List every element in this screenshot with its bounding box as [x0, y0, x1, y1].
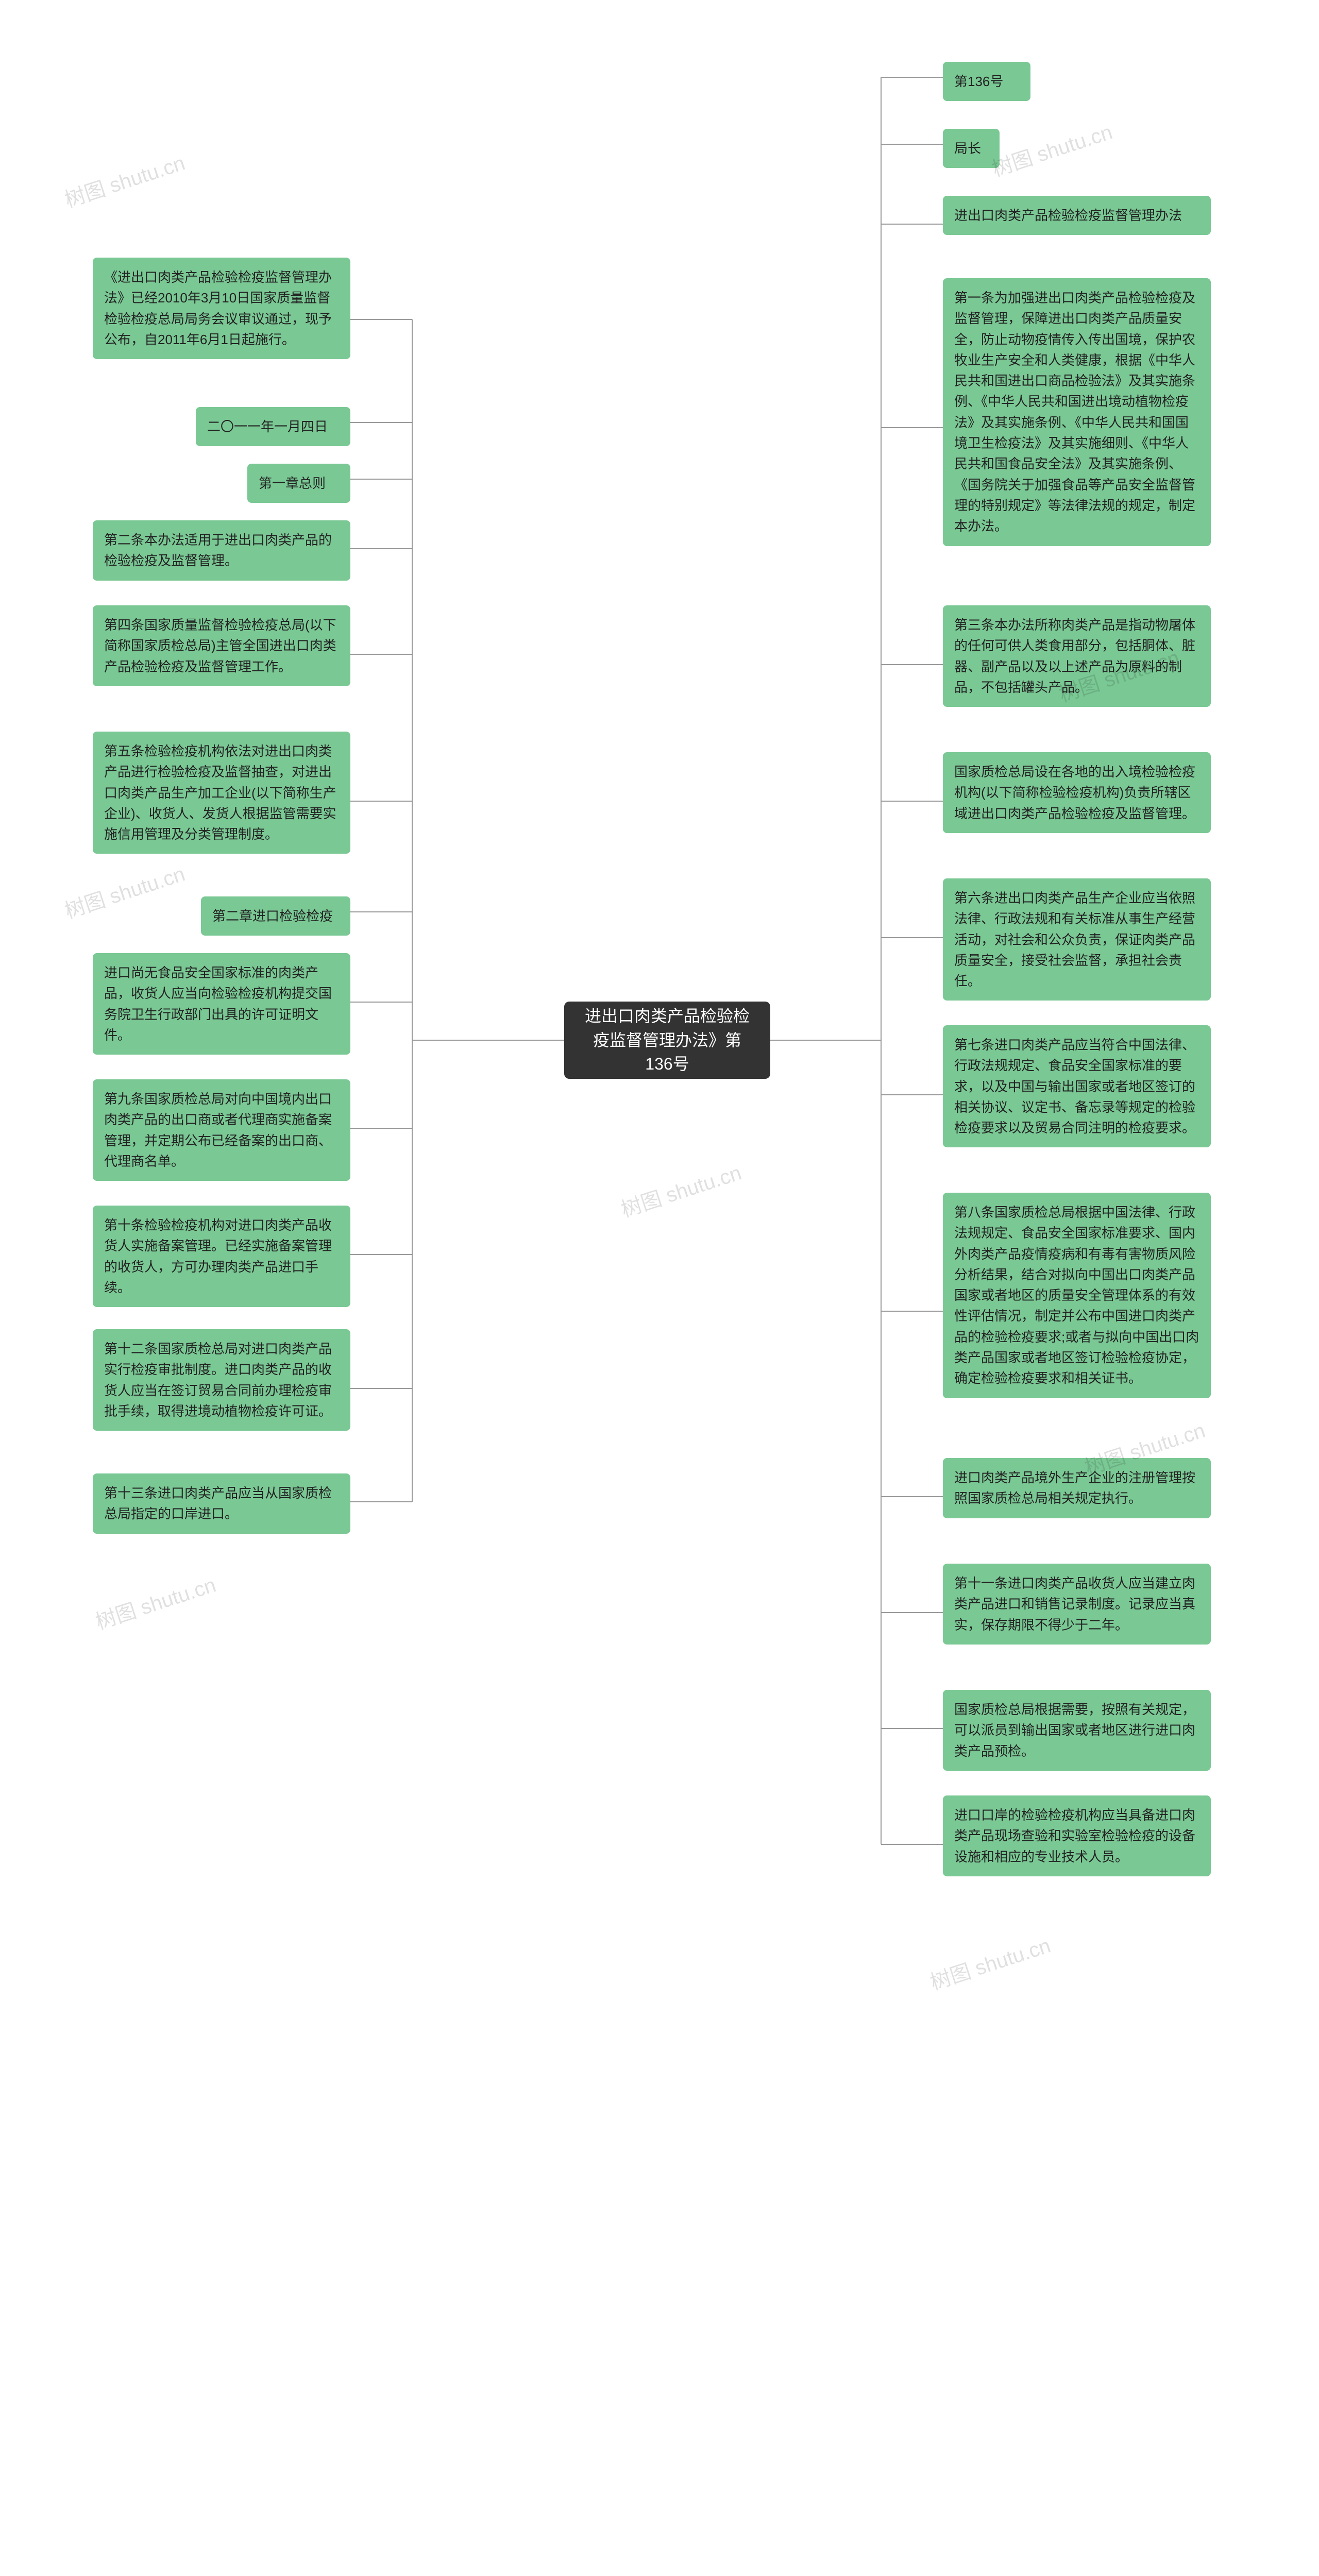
right-node-3: 第一条为加强进出口肉类产品检验检疫及监督管理，保障进出口肉类产品质量安全，防止动…: [943, 278, 1211, 546]
node-text: 第十一条进口肉类产品收货人应当建立肉类产品进口和销售记录制度。记录应当真实，保存…: [954, 1575, 1195, 1633]
node-text: 第七条进口肉类产品应当符合中国法律、行政法规规定、食品安全国家标准的要求，以及中…: [954, 1037, 1195, 1136]
node-text: 第六条进出口肉类产品生产企业应当依照法律、行政法规和有关标准从事生产经营活动，对…: [954, 890, 1195, 989]
left-node-1: 二〇一一年一月四日: [196, 407, 350, 446]
node-text: 第一章总则: [259, 476, 326, 491]
node-text: 《进出口肉类产品检验检疫监督管理办法》已经2010年3月10日国家质量监督检验检…: [104, 269, 332, 347]
left-node-8: 第九条国家质检总局对向中国境内出口肉类产品的出口商或者代理商实施备案管理，并定期…: [93, 1079, 350, 1181]
node-text: 第一条为加强进出口肉类产品检验检疫及监督管理，保障进出口肉类产品质量安全，防止动…: [954, 290, 1195, 534]
node-text: 进口肉类产品境外生产企业的注册管理按照国家质检总局相关规定执行。: [954, 1470, 1195, 1506]
left-node-9: 第十条检验检疫机构对进口肉类产品收货人实施备案管理。已经实施备案管理的收货人，方…: [93, 1206, 350, 1307]
right-node-2: 进出口肉类产品检验检疫监督管理办法: [943, 196, 1211, 235]
right-node-6: 第六条进出口肉类产品生产企业应当依照法律、行政法规和有关标准从事生产经营活动，对…: [943, 878, 1211, 1001]
right-node-5: 国家质检总局设在各地的出入境检验检疫机构(以下简称检验检疫机构)负责所辖区域进出…: [943, 752, 1211, 833]
node-text: 第十条检验检疫机构对进口肉类产品收货人实施备案管理。已经实施备案管理的收货人，方…: [104, 1217, 332, 1295]
node-text: 进出口肉类产品检验检疫监督管理办法: [954, 208, 1182, 223]
watermark: 树图 shutu.cn: [988, 115, 1115, 182]
right-node-9: 进口肉类产品境外生产企业的注册管理按照国家质检总局相关规定执行。: [943, 1458, 1211, 1518]
left-node-5: 第五条检验检疫机构依法对进出口肉类产品进行检验检疫及监督抽查，对进出口肉类产品生…: [93, 732, 350, 854]
left-node-7: 进口尚无食品安全国家标准的肉类产品，收货人应当向检验检疫机构提交国务院卫生行政部…: [93, 953, 350, 1055]
node-text: 进口口岸的检验检疫机构应当具备进口肉类产品现场查验和实验室检验检疫的设备设施和相…: [954, 1807, 1195, 1865]
node-text: 第136号: [954, 74, 1003, 89]
node-text: 第九条国家质检总局对向中国境内出口肉类产品的出口商或者代理商实施备案管理，并定期…: [104, 1091, 332, 1169]
right-node-12: 进口口岸的检验检疫机构应当具备进口肉类产品现场查验和实验室检验检疫的设备设施和相…: [943, 1795, 1211, 1876]
node-text: 局长: [954, 141, 981, 156]
left-node-11: 第十三条进口肉类产品应当从国家质检总局指定的口岸进口。: [93, 1473, 350, 1534]
right-node-8: 第八条国家质检总局根据中国法律、行政法规规定、食品安全国家标准要求、国内外肉类产…: [943, 1193, 1211, 1398]
node-text: 国家质检总局根据需要，按照有关规定，可以派员到输出国家或者地区进行进口肉类产品预…: [954, 1702, 1195, 1759]
left-node-2: 第一章总则: [247, 464, 350, 503]
node-text: 第二条本办法适用于进出口肉类产品的检验检疫及监督管理。: [104, 532, 332, 568]
node-text: 第八条国家质检总局根据中国法律、行政法规规定、食品安全国家标准要求、国内外肉类产…: [954, 1205, 1199, 1386]
node-text: 二〇一一年一月四日: [207, 419, 328, 434]
left-node-6: 第二章进口检验检疫: [201, 896, 350, 936]
mindmap-canvas: 进出口肉类产品检验检疫监督管理办法》第 136号 《进出口肉类产品检验检疫监督管…: [0, 0, 1319, 2576]
right-node-11: 国家质检总局根据需要，按照有关规定，可以派员到输出国家或者地区进行进口肉类产品预…: [943, 1690, 1211, 1771]
node-text: 第三条本办法所称肉类产品是指动物屠体的任何可供人类食用部分，包括胴体、脏器、副产…: [954, 617, 1195, 695]
right-node-7: 第七条进口肉类产品应当符合中国法律、行政法规规定、食品安全国家标准的要求，以及中…: [943, 1025, 1211, 1147]
node-text: 国家质检总局设在各地的出入境检验检疫机构(以下简称检验检疫机构)负责所辖区域进出…: [954, 764, 1195, 821]
watermark: 树图 shutu.cn: [60, 857, 188, 924]
center-node: 进出口肉类产品检验检疫监督管理办法》第 136号: [564, 1002, 770, 1079]
left-node-10: 第十二条国家质检总局对进口肉类产品实行检疫审批制度。进口肉类产品的收货人应当在签…: [93, 1329, 350, 1431]
left-node-3: 第二条本办法适用于进出口肉类产品的检验检疫及监督管理。: [93, 520, 350, 581]
center-label: 进出口肉类产品检验检疫监督管理办法》第 136号: [579, 1004, 756, 1076]
watermark: 树图 shutu.cn: [91, 1568, 219, 1635]
right-node-10: 第十一条进口肉类产品收货人应当建立肉类产品进口和销售记录制度。记录应当真实，保存…: [943, 1564, 1211, 1645]
node-text: 第十三条进口肉类产品应当从国家质检总局指定的口岸进口。: [104, 1485, 332, 1521]
node-text: 进口尚无食品安全国家标准的肉类产品，收货人应当向检验检疫机构提交国务院卫生行政部…: [104, 965, 332, 1043]
right-node-0: 第136号: [943, 62, 1030, 101]
watermark: 树图 shutu.cn: [60, 146, 188, 213]
node-text: 第五条检验检疫机构依法对进出口肉类产品进行检验检疫及监督抽查，对进出口肉类产品生…: [104, 743, 336, 842]
watermark: 树图 shutu.cn: [926, 1929, 1054, 1996]
node-text: 第四条国家质量监督检验检疫总局(以下简称国家质检总局)主管全国进出口肉类产品检验…: [104, 617, 336, 674]
watermark: 树图 shutu.cn: [617, 1156, 745, 1223]
right-node-1: 局长: [943, 129, 1000, 168]
left-node-0: 《进出口肉类产品检验检疫监督管理办法》已经2010年3月10日国家质量监督检验检…: [93, 258, 350, 359]
right-node-4: 第三条本办法所称肉类产品是指动物屠体的任何可供人类食用部分，包括胴体、脏器、副产…: [943, 605, 1211, 707]
node-text: 第十二条国家质检总局对进口肉类产品实行检疫审批制度。进口肉类产品的收货人应当在签…: [104, 1341, 332, 1419]
node-text: 第二章进口检验检疫: [212, 908, 333, 924]
left-node-4: 第四条国家质量监督检验检疫总局(以下简称国家质检总局)主管全国进出口肉类产品检验…: [93, 605, 350, 686]
